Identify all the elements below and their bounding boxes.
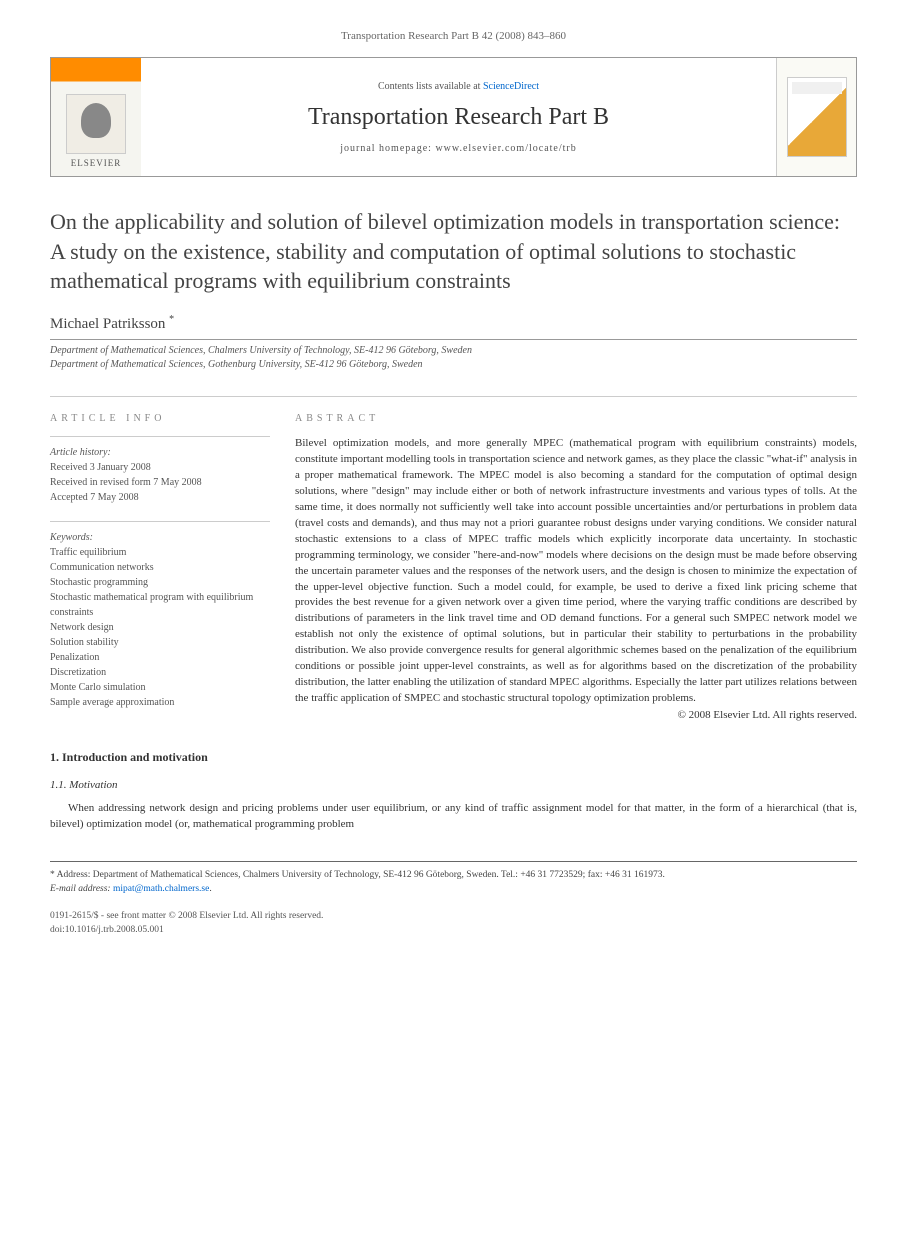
article-title: On the applicability and solution of bil… [50,207,857,296]
keyword: Solution stability [50,635,270,650]
keywords-list: Traffic equilibrium Communication networ… [50,545,270,710]
body-section: 1. Introduction and motivation 1.1. Moti… [50,750,857,833]
info-abstract-row: ARTICLE INFO Article history: Received 3… [50,396,857,726]
footnotes: * Address: Department of Mathematical Sc… [50,861,857,897]
history-accepted: Accepted 7 May 2008 [50,492,139,503]
author-email-link[interactable]: mipat@math.chalmers.se [113,884,209,894]
section-1-1-heading: 1.1. Motivation [50,779,857,791]
keyword: Stochastic mathematical program with equ… [50,590,270,620]
email-suffix: . [209,884,211,894]
abstract-column: ABSTRACT Bilevel optimization models, an… [295,413,857,726]
keyword: Penalization [50,650,270,665]
journal-cover-icon [787,77,847,157]
sciencedirect-link[interactable]: ScienceDirect [483,81,539,92]
running-header: Transportation Research Part B 42 (2008)… [50,30,857,42]
journal-banner-title: Transportation Research Part B [308,104,609,131]
elsevier-tree-icon [66,94,126,154]
journal-cover-block [776,58,856,176]
email-line: E-mail address: mipat@math.chalmers.se. [50,882,857,896]
keywords-block: Keywords: Traffic equilibrium Communicat… [50,521,270,710]
body-paragraph-1: When addressing network design and prici… [50,801,857,833]
contents-prefix: Contents lists available at [378,81,483,92]
history-revised: Received in revised form 7 May 2008 [50,477,202,488]
keyword: Traffic equilibrium [50,545,270,560]
keyword: Discretization [50,665,270,680]
affiliation-1: Department of Mathematical Sciences, Cha… [50,344,857,358]
keyword: Monte Carlo simulation [50,680,270,695]
front-matter-line: 0191-2615/$ - see front matter © 2008 El… [50,910,857,923]
journal-banner: ELSEVIER Contents lists available at Sci… [50,57,857,177]
keyword: Communication networks [50,560,270,575]
article-history-block: Article history: Received 3 January 2008… [50,436,270,505]
corresponding-address: * Address: Department of Mathematical Sc… [50,868,857,882]
page-footer: 0191-2615/$ - see front matter © 2008 El… [50,910,857,937]
article-info-label: ARTICLE INFO [50,413,270,424]
homepage-prefix: journal homepage: [340,143,435,154]
contents-available-line: Contents lists available at ScienceDirec… [378,81,539,92]
abstract-label: ABSTRACT [295,413,857,424]
article-info-column: ARTICLE INFO Article history: Received 3… [50,413,270,726]
abstract-copyright: © 2008 Elsevier Ltd. All rights reserved… [295,709,857,721]
affiliation-2: Department of Mathematical Sciences, Got… [50,358,857,372]
banner-center: Contents lists available at ScienceDirec… [141,58,776,176]
keyword: Sample average approximation [50,695,270,710]
homepage-line: journal homepage: www.elsevier.com/locat… [340,143,577,154]
author-text: Michael Patriksson [50,316,165,332]
elsevier-label: ELSEVIER [71,158,122,168]
abstract-text: Bilevel optimization models, and more ge… [295,436,857,707]
doi-line: doi:10.1016/j.trb.2008.05.001 [50,924,857,937]
author-name: Michael Patriksson * [50,314,857,333]
keywords-heading: Keywords: [50,532,93,543]
history-received: Received 3 January 2008 [50,462,151,473]
email-label: E-mail address: [50,884,113,894]
elsevier-logo-block: ELSEVIER [51,58,141,176]
keyword: Stochastic programming [50,575,270,590]
history-heading: Article history: [50,447,111,458]
author-marker: * [169,314,174,325]
keyword: Network design [50,620,270,635]
section-1-heading: 1. Introduction and motivation [50,750,857,765]
author-divider [50,339,857,340]
homepage-url: www.elsevier.com/locate/trb [435,143,576,154]
